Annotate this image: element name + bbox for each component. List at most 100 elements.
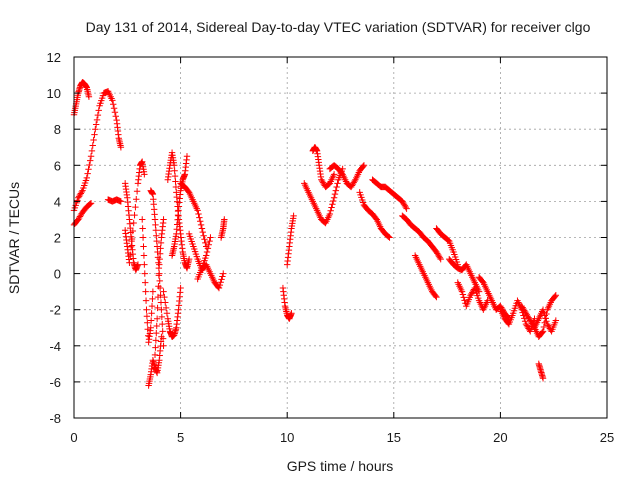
data-point <box>95 107 102 114</box>
data-point <box>201 236 208 243</box>
data-point <box>88 147 96 155</box>
data-point <box>139 225 146 232</box>
data-point <box>359 163 367 170</box>
data-point <box>157 245 164 252</box>
data-point <box>144 319 151 326</box>
data-point <box>218 276 225 283</box>
data-point <box>126 259 133 266</box>
y-tick-label: 10 <box>47 86 61 101</box>
data-point <box>156 255 163 263</box>
data-point <box>152 221 159 229</box>
data-point <box>158 313 166 321</box>
data-point <box>172 183 180 191</box>
data-point <box>219 273 226 280</box>
y-tick-label: 6 <box>54 158 61 173</box>
data-point <box>159 335 167 342</box>
data-point <box>156 277 163 285</box>
data-point <box>133 188 141 195</box>
data-point <box>551 293 559 300</box>
data-point <box>133 196 140 203</box>
data-point <box>198 225 206 232</box>
data-point <box>153 237 160 245</box>
data-point <box>200 232 207 239</box>
data-point <box>552 292 560 299</box>
data-point <box>141 261 148 268</box>
data-point <box>171 162 178 169</box>
data-point <box>153 322 160 330</box>
data-point <box>110 105 118 112</box>
data-point <box>148 310 155 317</box>
data-point <box>153 329 160 337</box>
data-points <box>70 79 560 389</box>
y-tick-label: -8 <box>49 411 61 426</box>
data-point <box>197 218 204 225</box>
y-axis-label: SDTVAR / TECUs <box>6 182 22 294</box>
data-point <box>330 197 337 205</box>
data-point <box>117 198 125 205</box>
data-point <box>207 234 214 241</box>
data-point <box>158 306 165 313</box>
data-point <box>87 200 94 208</box>
data-point <box>83 174 90 182</box>
data-point <box>216 281 224 289</box>
data-point <box>142 279 149 286</box>
data-point <box>334 180 341 187</box>
data-point <box>330 171 338 178</box>
data-point <box>147 317 155 324</box>
data-point <box>196 214 203 221</box>
data-point <box>89 142 96 149</box>
data-point <box>110 101 117 108</box>
data-point <box>194 207 201 214</box>
data-point <box>117 144 125 151</box>
data-point <box>154 293 162 301</box>
data-point <box>217 279 224 286</box>
data-point <box>148 302 156 310</box>
data-point <box>91 131 98 138</box>
data-point <box>195 210 202 218</box>
data-point <box>84 170 91 177</box>
data-point <box>156 250 164 257</box>
data-point <box>541 319 548 326</box>
data-point <box>132 203 139 211</box>
data-point <box>171 167 178 174</box>
data-point <box>149 295 156 303</box>
x-tick-label: 0 <box>70 430 77 445</box>
data-point <box>157 239 165 247</box>
data-point <box>111 109 119 116</box>
data-point <box>290 212 297 220</box>
data-point <box>205 241 212 248</box>
data-point <box>142 297 150 304</box>
data-point <box>330 194 338 201</box>
y-tick-label: -2 <box>49 303 61 318</box>
data-point <box>461 297 468 304</box>
data-point <box>160 288 167 295</box>
data-point <box>543 318 550 325</box>
data-point <box>94 111 102 119</box>
data-point <box>329 201 336 208</box>
data-point <box>202 239 209 247</box>
data-point <box>521 318 529 325</box>
data-point <box>92 121 100 128</box>
data-point <box>131 211 138 219</box>
data-point <box>402 203 409 211</box>
x-tick-label: 25 <box>600 430 614 445</box>
y-tick-label: -6 <box>49 375 61 390</box>
data-point <box>129 227 137 235</box>
data-point <box>87 153 95 160</box>
y-tick-label: 4 <box>54 194 61 209</box>
data-point <box>327 207 334 214</box>
data-point <box>149 288 157 295</box>
data-point <box>199 228 206 236</box>
data-point <box>152 344 159 351</box>
data-point <box>147 324 154 331</box>
data-point <box>206 237 213 245</box>
y-tick-label: 2 <box>54 231 61 246</box>
data-point <box>161 293 168 301</box>
data-point <box>143 306 150 313</box>
data-point <box>521 315 528 322</box>
y-tick-label: -4 <box>49 339 61 354</box>
data-point <box>154 304 161 312</box>
data-point <box>159 320 166 328</box>
data-point <box>153 315 161 322</box>
